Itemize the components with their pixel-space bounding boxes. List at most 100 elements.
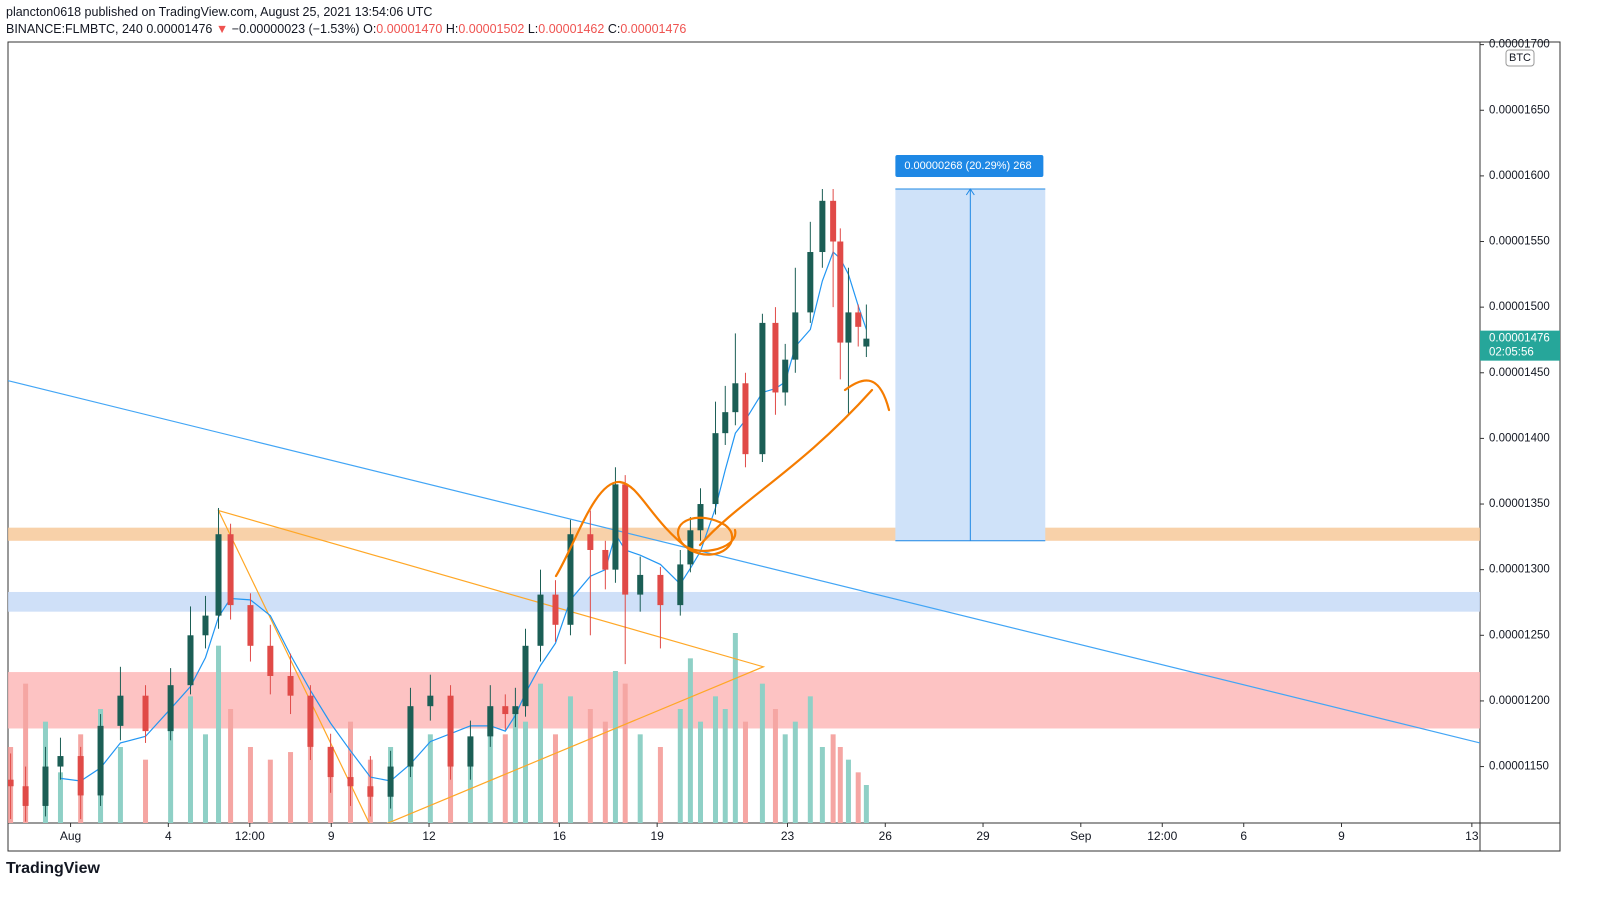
price-tag-label: 0.00001476 <box>1489 333 1550 345</box>
volume-bar <box>792 721 798 823</box>
y-tick-label: 0.00001500 <box>1489 301 1550 313</box>
volume-bar <box>657 747 663 823</box>
y-tick-label: 0.00001550 <box>1489 236 1550 248</box>
candle-body <box>187 635 194 686</box>
candle-body <box>502 706 509 715</box>
change: −0.00000023 (−1.53%) <box>231 22 360 36</box>
volume-bar <box>117 747 123 823</box>
volume-bar <box>168 721 174 823</box>
volume-bar <box>772 709 778 823</box>
publisher: plancton0618 published on TradingView.co… <box>6 5 433 19</box>
zone <box>8 672 1480 729</box>
candle-body <box>407 706 414 767</box>
volume-bar <box>622 683 628 823</box>
volume-bar <box>712 696 718 823</box>
volume-bar <box>819 747 825 823</box>
volume-bar <box>288 752 294 823</box>
x-tick-label: Aug <box>60 829 81 843</box>
measure-label: 0.00000268 (20.29%) 268 <box>904 160 1031 172</box>
volume-bar <box>637 734 643 823</box>
volume-bar <box>487 721 493 823</box>
candle-body <box>759 322 766 455</box>
candle-body <box>487 706 494 737</box>
o-label: O: <box>363 22 377 36</box>
candle-body <box>772 322 779 393</box>
candle-body <box>117 695 124 726</box>
candle-body <box>77 756 84 796</box>
volume-bar <box>502 734 508 823</box>
candle-body <box>807 252 814 313</box>
volume-bar <box>537 683 543 823</box>
volume-bar <box>587 709 593 823</box>
candle-body <box>837 241 844 343</box>
volume-bar <box>687 658 693 823</box>
last: 0.00001476 <box>146 22 213 36</box>
candle-body <box>467 736 474 767</box>
candle-body <box>712 433 719 505</box>
candle-body <box>722 412 729 434</box>
candle-body <box>567 534 574 625</box>
x-tick-label: 4 <box>165 829 172 843</box>
c-label: C: <box>607 22 621 36</box>
candle-body <box>167 685 174 732</box>
x-tick-label: 12:00 <box>235 829 265 843</box>
y-tick-label: 0.00001650 <box>1489 104 1550 116</box>
candle-body <box>347 777 354 787</box>
candle-body <box>387 766 394 797</box>
candle-body <box>792 312 799 360</box>
volume-bar <box>697 721 703 823</box>
volume-bar <box>202 734 208 823</box>
y-tick-label: 0.00001150 <box>1489 761 1549 773</box>
candle-body <box>637 574 644 595</box>
x-tick-label: 29 <box>976 829 990 843</box>
candle-body <box>537 594 544 646</box>
candle-body <box>57 756 64 767</box>
candle-body <box>247 605 254 646</box>
y-tick-label: 0.00001400 <box>1489 432 1550 444</box>
candle-body <box>622 484 629 595</box>
symbol-line: BINANCE:FLMBTC, 240 0.00001476 ▼ −0.0000… <box>6 22 686 36</box>
candle-body <box>142 695 149 732</box>
volume-bar <box>307 734 313 823</box>
volume-bar <box>567 696 573 823</box>
volume-bar <box>602 721 608 823</box>
candle-body <box>367 786 374 797</box>
frame <box>7 41 1561 852</box>
y-tick-label: 0.00001600 <box>1489 170 1550 182</box>
h-label: H: <box>445 22 459 36</box>
h: 0.00001502 <box>458 22 525 36</box>
volume-bar <box>782 734 788 823</box>
volume-bar <box>427 734 433 823</box>
volume-bar <box>863 785 869 823</box>
l-label: L: <box>527 22 539 36</box>
countdown: 02:05:56 <box>1489 347 1534 359</box>
x-tick-label: 19 <box>650 829 664 843</box>
chart: 0.00000268 (20.29%) 268 0.00001150 0.00001… <box>7 39 1561 852</box>
candle-body <box>845 312 852 343</box>
volume-bar <box>143 759 149 823</box>
candle-body <box>447 695 454 767</box>
candle-body <box>42 766 49 806</box>
candle-body <box>742 383 749 455</box>
volume-bar <box>845 759 851 823</box>
volume-bar <box>759 683 765 823</box>
freehand-stroke <box>554 480 737 578</box>
candle-body <box>287 675 294 696</box>
volume-bar <box>522 721 528 823</box>
x-tick-label: 16 <box>553 829 567 843</box>
candle-body <box>587 534 594 550</box>
y-tick-label: 0.00001700 <box>1489 39 1550 51</box>
x-tick-label: Sep <box>1070 829 1092 843</box>
y-tick-label: 0.00001350 <box>1489 498 1550 510</box>
volume-bar <box>247 747 253 823</box>
freehand <box>554 379 891 578</box>
unit-box <box>1505 49 1535 67</box>
y-tick-label: 0.00001450 <box>1489 367 1550 379</box>
volume-bar <box>187 696 193 823</box>
volume-bar <box>732 633 738 823</box>
plot: 0.00000268 (20.29%) 268 <box>8 155 1480 823</box>
y-tick-label: 0.00001250 <box>1489 629 1550 641</box>
candle-body <box>202 615 209 636</box>
candle-body <box>267 645 274 676</box>
volume-bar <box>267 759 273 823</box>
